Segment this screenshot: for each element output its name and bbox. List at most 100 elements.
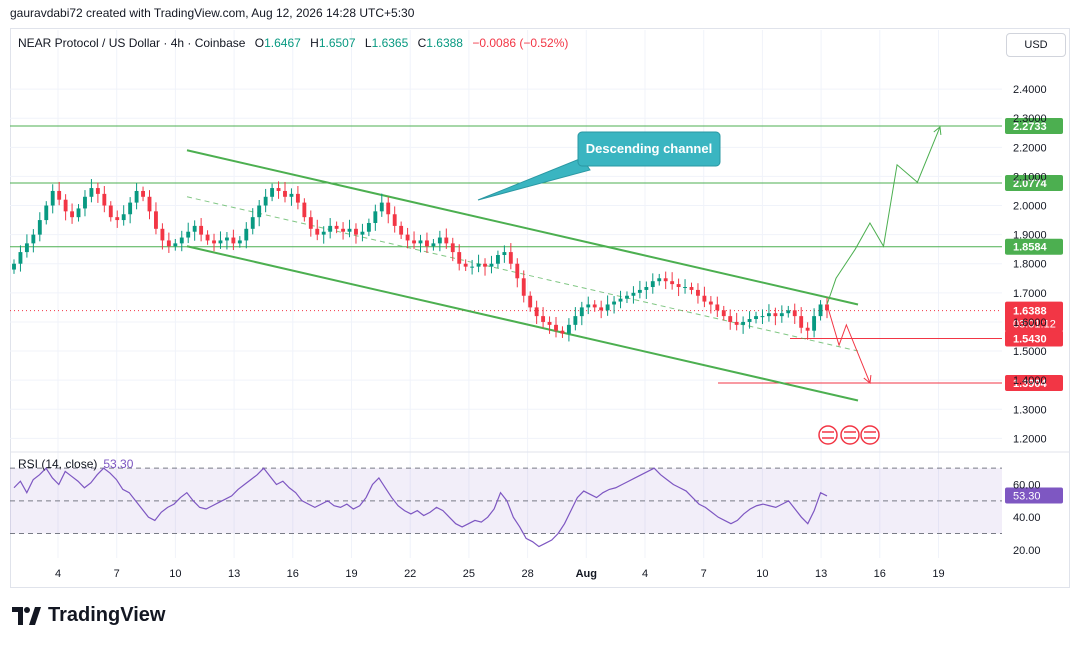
x-tick-label: 10: [756, 568, 768, 580]
callout-box: [577, 131, 721, 167]
candle-body: [231, 237, 236, 244]
candle-body: [328, 225, 333, 232]
currency-button[interactable]: USD: [1006, 33, 1066, 57]
rsi-legend-value: 53.30: [103, 457, 134, 471]
candle-body: [315, 228, 320, 235]
candle-body: [818, 304, 823, 317]
low-value: 1.6365: [371, 36, 409, 50]
candle-body: [154, 211, 158, 229]
candle-body: [637, 289, 642, 293]
candle-body: [392, 214, 397, 226]
candle-body: [760, 316, 765, 318]
channel-upper-line: [186, 149, 859, 306]
candle-body: [625, 295, 629, 299]
candle-body: [734, 321, 739, 325]
candle-body: [102, 193, 107, 206]
candle-body: [89, 188, 94, 197]
candle-body: [786, 310, 791, 314]
y-tick-label: 2.3000: [1013, 113, 1047, 125]
y-tick-label: 1.3000: [1013, 404, 1047, 416]
candle-body: [508, 252, 513, 264]
y-tick-label: 1.6000: [1013, 317, 1047, 329]
level-price-box: [1005, 374, 1063, 391]
x-tick-label: 16: [287, 568, 299, 580]
candle-body: [212, 240, 216, 244]
candle-body: [779, 313, 784, 317]
candle-body: [108, 205, 113, 218]
candle-body: [579, 307, 584, 317]
x-tick-label: 10: [169, 568, 181, 580]
candle-body: [263, 196, 268, 206]
brand-name: TradingView: [48, 604, 166, 626]
candle-body: [166, 240, 171, 247]
channel-mid-line: [186, 196, 859, 352]
candle-body: [334, 225, 339, 229]
candle-body: [283, 190, 287, 197]
candle-body: [515, 263, 520, 279]
candle-body: [57, 190, 62, 200]
candle-body: [302, 202, 307, 218]
candle-body: [792, 310, 797, 317]
candle-body: [715, 304, 720, 311]
candle-body: [741, 321, 746, 325]
last-price-label: 1.6388: [1013, 306, 1047, 318]
candle-body: [476, 263, 481, 267]
candle-body: [192, 225, 197, 232]
candle-body: [670, 281, 675, 285]
rsi-label: RSI (14, close): [18, 457, 98, 471]
open-value: 1.6467: [264, 36, 301, 50]
tradingview-logo: TradingView: [12, 604, 165, 627]
candle-body: [37, 220, 42, 235]
candle-body: [405, 234, 410, 241]
channel-lower-line: [186, 245, 859, 402]
candle-body: [18, 252, 23, 264]
last-price-box: [1005, 301, 1063, 332]
candle-body: [431, 243, 436, 247]
candle-body: [31, 234, 36, 244]
high-value: 1.6507: [318, 36, 356, 50]
candle-body: [224, 237, 229, 241]
x-tick-label: 4: [55, 568, 61, 580]
candle-body: [341, 228, 346, 232]
candle-body: [799, 316, 804, 328]
candle-body: [418, 240, 423, 244]
candle-body: [683, 287, 687, 289]
tradingview-logo-icon: [12, 606, 41, 625]
candle-body: [812, 316, 817, 331]
candle-body: [657, 278, 662, 282]
candle-body: [50, 190, 55, 206]
candle-body: [141, 190, 145, 197]
x-tick-label: 22: [404, 568, 416, 580]
candle-body: [237, 240, 242, 244]
high-label: H: [310, 36, 319, 50]
candle-body: [728, 316, 733, 322]
level-price-box: [1005, 330, 1063, 347]
candle-body: [573, 316, 578, 325]
candle-body: [63, 199, 68, 212]
level-price-box: [1005, 238, 1063, 255]
candle-body: [250, 217, 255, 229]
candle-body: [354, 228, 358, 235]
candle-body: [173, 243, 178, 247]
candle-body: [308, 217, 313, 229]
rsi-tick-label: 20.00: [1013, 545, 1041, 557]
candle-body: [134, 190, 139, 203]
countdown-label: 03:01:12: [1013, 319, 1056, 331]
x-tick-label: 13: [815, 568, 827, 580]
x-tick-label: 25: [463, 568, 475, 580]
candle-body: [612, 301, 617, 305]
candle-body: [650, 281, 655, 288]
y-tick-label: 1.5000: [1013, 346, 1047, 358]
us-flag-icon: [840, 425, 860, 445]
candle-body: [502, 252, 507, 255]
candle-body: [121, 214, 126, 221]
candle-body: [83, 196, 87, 209]
y-tick-label: 1.4000: [1013, 375, 1047, 387]
attribution: gauravdabi72 created with TradingView.co…: [10, 6, 415, 20]
candle-body: [663, 278, 668, 282]
candle-body: [450, 243, 455, 253]
candle-body: [70, 211, 75, 218]
level-price-label: 1.8584: [1013, 242, 1048, 254]
candle-body: [147, 196, 152, 212]
